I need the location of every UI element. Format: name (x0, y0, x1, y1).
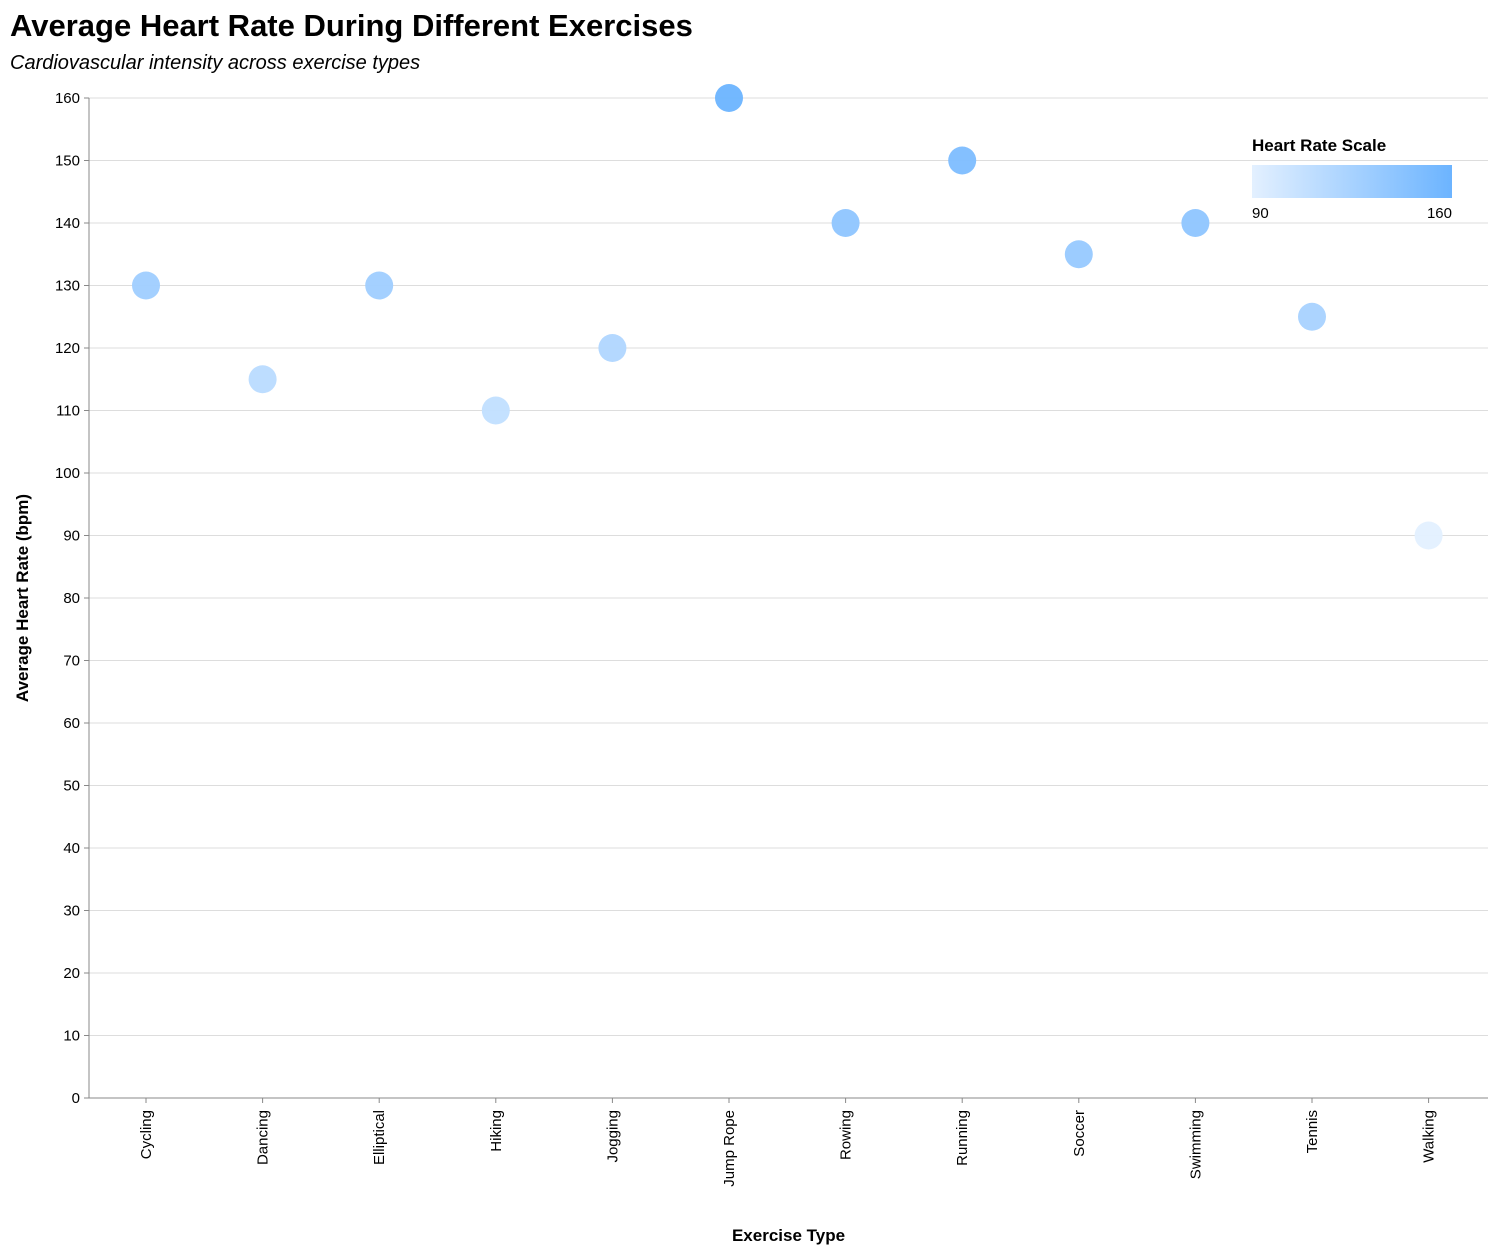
data-point (248, 365, 277, 394)
data-point (481, 396, 510, 425)
legend-max-label: 160 (1427, 205, 1452, 222)
y-tick-label: 20 (63, 965, 80, 982)
x-tick-label: Soccer (1071, 1110, 1088, 1157)
data-point (132, 271, 160, 300)
data-point (1298, 302, 1326, 331)
x-tick-label: Running (954, 1110, 971, 1166)
y-tick-label: 110 (56, 403, 80, 420)
x-tick-label: Walking (1421, 1110, 1438, 1163)
legend: Heart Rate Scale 90 160 (1252, 136, 1452, 222)
y-tick-label: 10 (63, 1028, 80, 1045)
y-axis-title: Average Heart Rate (bpm) (13, 494, 32, 702)
data-points (132, 84, 1443, 550)
chart-title: Average Heart Rate During Different Exer… (10, 8, 693, 43)
legend-gradient-bar (1252, 165, 1452, 198)
x-tick-label: Jogging (604, 1110, 621, 1163)
y-tick-label: 130 (55, 278, 80, 295)
data-point (1181, 209, 1210, 237)
y-tick-label: 30 (63, 903, 80, 920)
y-tick-label: 60 (63, 715, 80, 732)
x-tick-label: Hiking (488, 1110, 505, 1152)
x-tick-label: Dancing (255, 1110, 272, 1165)
legend-min-label: 90 (1252, 205, 1269, 222)
legend-title: Heart Rate Scale (1252, 136, 1386, 155)
y-tick-label: 140 (55, 215, 80, 232)
x-tick-label: Jump Rope (721, 1110, 738, 1187)
grid-lines (89, 97, 1488, 1099)
data-point (831, 209, 860, 237)
y-tick-label: 50 (63, 778, 80, 795)
data-point (365, 271, 394, 300)
axes: 0 10 20 30 40 50 60 70 80 90 100 110 120 130 140 150 160… (55, 90, 1488, 1187)
data-point (598, 334, 627, 362)
data-point (1064, 240, 1093, 269)
y-tick-label: 90 (63, 528, 80, 545)
y-tick-label: 0 (72, 1090, 80, 1107)
x-tick-label: Cycling (138, 1110, 155, 1159)
y-tick-label: 120 (55, 340, 80, 357)
y-tick-label: 80 (63, 590, 80, 607)
y-tick-label: 40 (63, 840, 80, 857)
x-tick-label: Rowing (838, 1110, 855, 1160)
x-tick-label: Tennis (1304, 1110, 1321, 1153)
x-tick-label: Swimming (1187, 1110, 1204, 1179)
y-tick-label: 100 (55, 465, 80, 482)
y-tick-label: 150 (55, 153, 80, 170)
x-axis-title: Exercise Type (732, 1226, 845, 1245)
data-point (948, 146, 977, 175)
y-tick-label: 70 (63, 653, 80, 670)
x-tick-label: Elliptical (371, 1110, 388, 1165)
data-point (1414, 521, 1443, 550)
chart-subtitle: Cardiovascular intensity across exercise… (10, 52, 421, 74)
y-tick-label: 160 (55, 90, 80, 107)
data-point (715, 84, 743, 112)
